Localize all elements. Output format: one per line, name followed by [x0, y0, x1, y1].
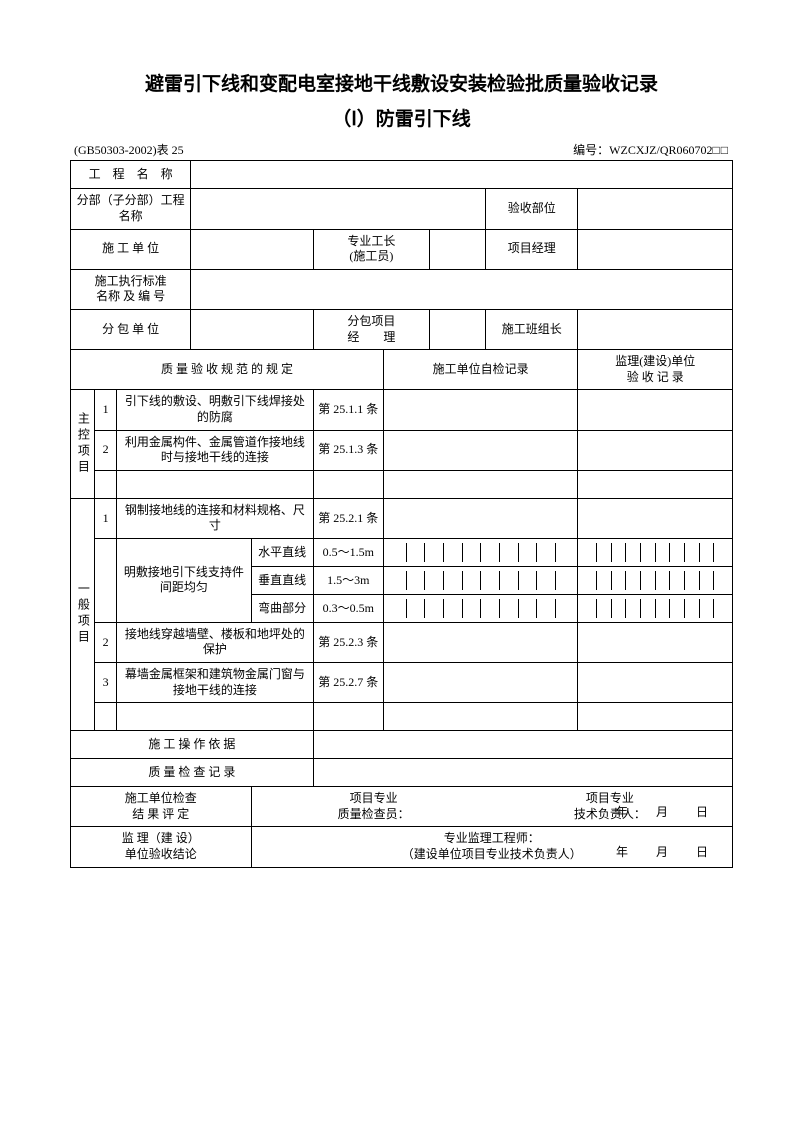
main-1-desc: 引下线的敷设、明敷引下线焊接处的防腐 — [117, 390, 314, 430]
meta-boxes: □□ — [713, 143, 730, 157]
main-blank-desc — [117, 470, 314, 498]
main-blank-ref — [313, 470, 383, 498]
gen-1-sup[interactable] — [578, 498, 733, 538]
spacing-1-sup[interactable] — [578, 566, 733, 594]
spacing-1-label: 垂直直线 — [251, 566, 313, 594]
main-blank-self[interactable] — [383, 470, 578, 498]
spacing-no — [95, 538, 117, 622]
gen-2-sup[interactable] — [578, 622, 733, 662]
meta-left: (GB50303-2002)表 25 — [74, 141, 184, 158]
main-2-desc: 利用金属构件、金属管道作接地线时与接地干线的连接 — [117, 430, 314, 470]
main-1-sup[interactable] — [578, 390, 733, 430]
field-project-name[interactable] — [191, 161, 733, 189]
spacing-2-self[interactable] — [383, 594, 578, 622]
unit-check-date: 年 月 日 — [616, 805, 716, 821]
spacing-2-label: 弯曲部分 — [251, 594, 313, 622]
main-blank-no — [95, 470, 117, 498]
label-proj-qc: 项目专业 质量检查员： — [256, 791, 492, 822]
field-op-basis[interactable] — [313, 731, 732, 759]
label-general-items: 一般项目 — [71, 498, 95, 731]
meta-row: (GB50303-2002)表 25 编号：WZCXJZ/QR060702□□ — [70, 141, 733, 158]
spacing-0-label: 水平直线 — [251, 538, 313, 566]
gen-2-self[interactable] — [383, 622, 578, 662]
gen-blank-desc — [117, 703, 314, 731]
label-construct-unit: 施 工 单 位 — [71, 229, 191, 269]
main-2-no: 2 — [95, 430, 117, 470]
field-pm[interactable] — [578, 229, 733, 269]
field-construct-unit[interactable] — [191, 229, 313, 269]
gen-2-desc: 接地线穿越墙壁、楼板和地坪处的保护 — [117, 622, 314, 662]
gen-3-self[interactable] — [383, 663, 578, 703]
label-unit-check: 施工单位检查 结 果 评 定 — [71, 787, 252, 827]
main-2-sup[interactable] — [578, 430, 733, 470]
gen-1-self[interactable] — [383, 498, 578, 538]
gen-blank-sup[interactable] — [578, 703, 733, 731]
main-1-ref: 第 25.1.1 条 — [313, 390, 383, 430]
main-2-ref: 第 25.1.3 条 — [313, 430, 383, 470]
label-sub-pm: 分包项目 经 理 — [313, 309, 429, 349]
doc-title: 避雷引下线和变配电室接地干线敷设安装检验批质量验收记录 — [70, 70, 733, 100]
field-accept-part[interactable] — [578, 189, 733, 229]
gen-blank-ref — [313, 703, 383, 731]
header-spec: 质 量 验 收 规 范 的 规 定 — [71, 350, 384, 390]
label-subcontract: 分 包 单 位 — [71, 309, 191, 349]
gen-1-desc: 钢制接地线的连接和材料规格、尺寸 — [117, 498, 314, 538]
field-subcontract[interactable] — [191, 309, 313, 349]
field-subproject[interactable] — [191, 189, 486, 229]
gen-3-ref: 第 25.2.7 条 — [313, 663, 383, 703]
doc-subtitle: （Ⅰ）防雷引下线 — [70, 104, 733, 131]
main-blank-sup[interactable] — [578, 470, 733, 498]
spacing-0-val: 0.5～1.5m — [313, 538, 383, 566]
label-main-items: 主控项目 — [71, 390, 95, 498]
gen-2-ref: 第 25.2.3 条 — [313, 622, 383, 662]
spacing-1-val: 1.5～3m — [313, 566, 383, 594]
label-project-name: 工 程 名 称 — [71, 161, 191, 189]
main-2-self[interactable] — [383, 430, 578, 470]
label-pm: 项目经理 — [486, 229, 578, 269]
main-1-no: 1 — [95, 390, 117, 430]
label-team-leader: 施工班组长 — [486, 309, 578, 349]
label-super-conclusion: 监 理（建 设） 单位验收结论 — [71, 827, 252, 867]
field-quality-record[interactable] — [313, 759, 732, 787]
field-sub-pm[interactable] — [430, 309, 486, 349]
spacing-2-sup[interactable] — [578, 594, 733, 622]
gen-blank-no — [95, 703, 117, 731]
field-team-leader[interactable] — [578, 309, 733, 349]
gen-3-desc: 幕墙金属框架和建筑物金属门窗与接地干线的连接 — [117, 663, 314, 703]
unit-check-block[interactable]: 项目专业 质量检查员： 项目专业 技术负责人： 年 月 日 — [251, 787, 732, 827]
gen-blank-self[interactable] — [383, 703, 578, 731]
gen-2-no: 2 — [95, 622, 117, 662]
label-accept-part: 验收部位 — [486, 189, 578, 229]
header-supervisor: 监理(建设)单位 验 收 记 录 — [578, 350, 733, 390]
label-quality-record: 质 量 检 查 记 录 — [71, 759, 314, 787]
label-op-basis: 施 工 操 作 依 据 — [71, 731, 314, 759]
header-self-check: 施工单位自检记录 — [383, 350, 578, 390]
label-subproject: 分部（子分部）工程名称 — [71, 189, 191, 229]
meta-right: 编号：WZCXJZ/QR060702□□ — [573, 141, 729, 158]
form-table: 工 程 名 称 分部（子分部）工程名称 验收部位 施 工 单 位 专业工长 (施… — [70, 160, 733, 867]
spacing-desc: 明敷接地引下线支持件间距均匀 — [117, 538, 251, 622]
spacing-1-self[interactable] — [383, 566, 578, 594]
gen-3-sup[interactable] — [578, 663, 733, 703]
spacing-0-self[interactable] — [383, 538, 578, 566]
super-date: 年 月 日 — [616, 845, 716, 861]
spacing-2-val: 0.3～0.5m — [313, 594, 383, 622]
meta-right-prefix: 编号：WZCXJZ/QR060702 — [573, 143, 712, 157]
label-exec-std: 施工执行标准 名称 及 编 号 — [71, 269, 191, 309]
gen-3-no: 3 — [95, 663, 117, 703]
main-1-self[interactable] — [383, 390, 578, 430]
super-conclusion-block[interactable]: 专业监理工程师： （建设单位项目专业技术负责人） 年 月 日 — [251, 827, 732, 867]
field-exec-std[interactable] — [191, 269, 733, 309]
field-foreman[interactable] — [430, 229, 486, 269]
spacing-0-sup[interactable] — [578, 538, 733, 566]
gen-1-no: 1 — [95, 498, 117, 538]
gen-1-ref: 第 25.2.1 条 — [313, 498, 383, 538]
label-foreman: 专业工长 (施工员) — [313, 229, 429, 269]
